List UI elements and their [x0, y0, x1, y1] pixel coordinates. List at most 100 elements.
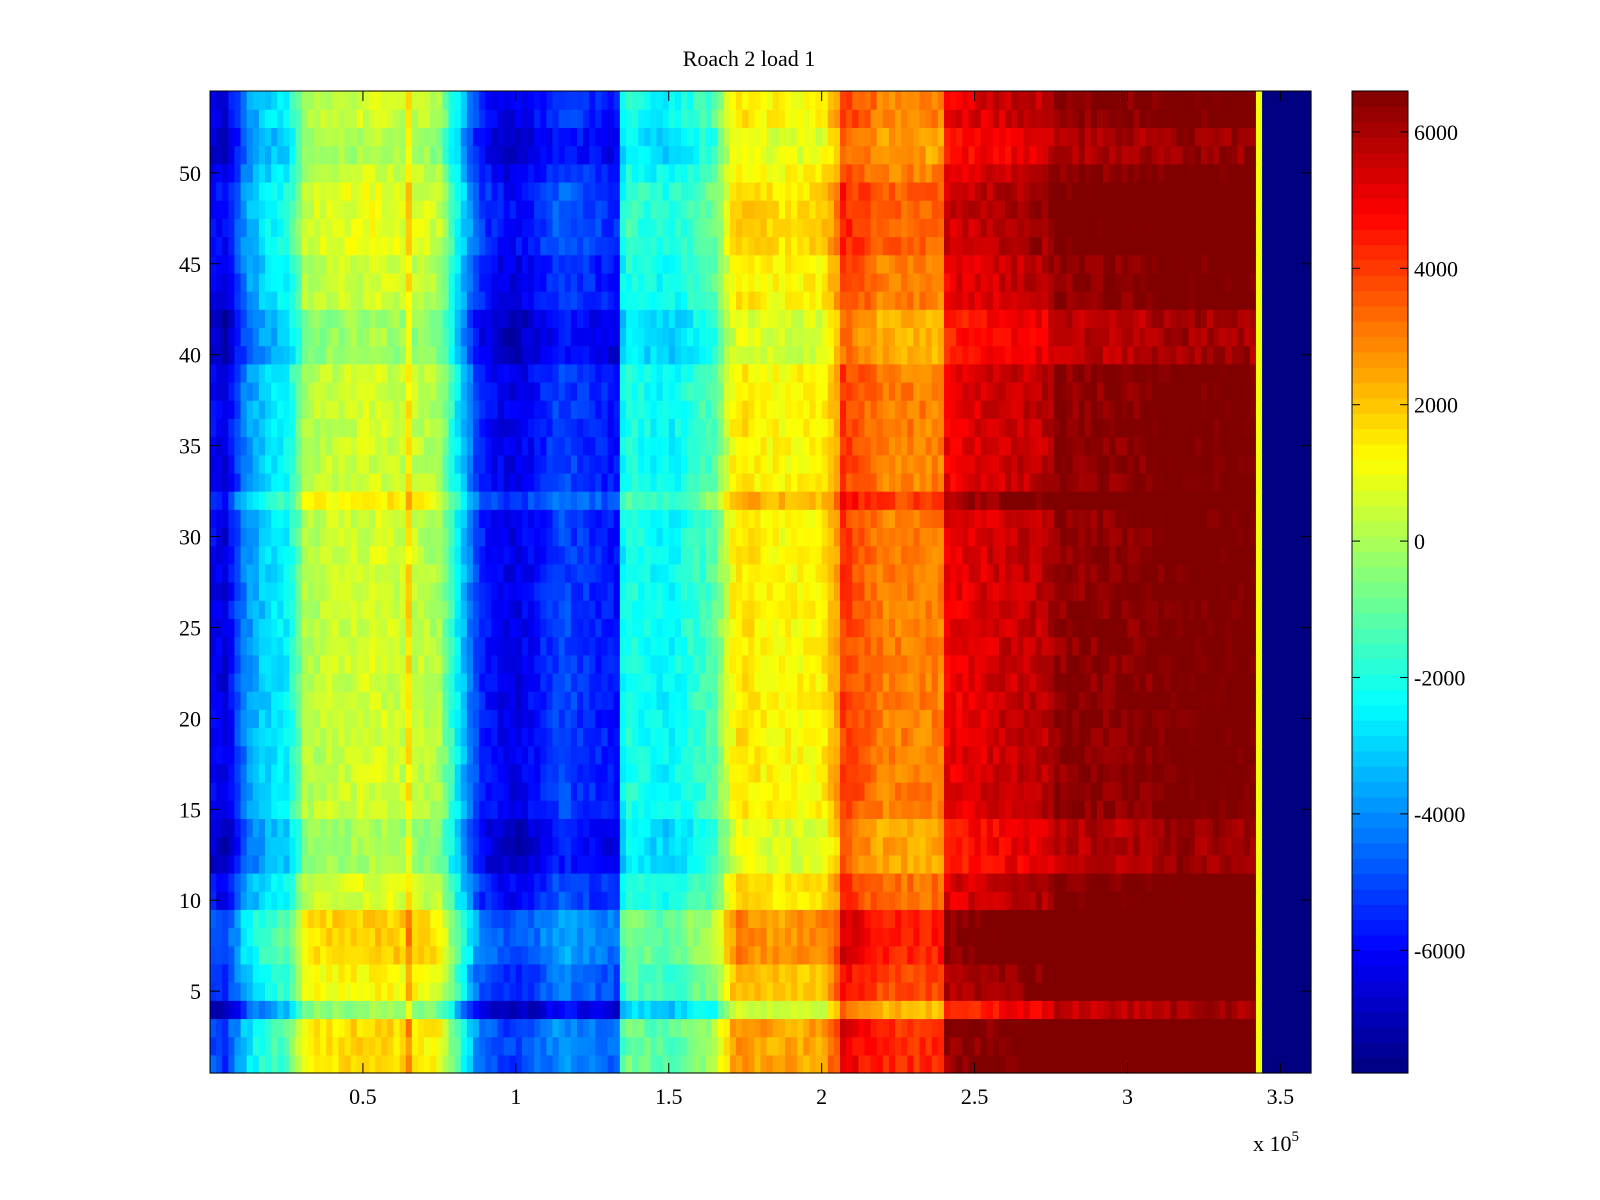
heatmap-cell — [460, 1054, 468, 1074]
heatmap-cell — [1158, 800, 1165, 820]
heatmap-cell — [625, 672, 633, 692]
heatmap-cell — [595, 672, 603, 692]
heatmap-cell — [210, 872, 217, 892]
heatmap-cell — [534, 636, 541, 656]
heatmap-cell — [1060, 963, 1067, 983]
heatmap-cell — [552, 854, 560, 874]
heatmap-cell — [326, 782, 333, 801]
heatmap-cell — [1231, 1018, 1239, 1038]
heatmap-cell — [301, 1054, 309, 1074]
heatmap-cell — [772, 800, 780, 820]
heatmap-cell — [736, 636, 743, 656]
heatmap-cell — [577, 800, 584, 820]
heatmap-cell — [1066, 818, 1074, 838]
heatmap-cell — [1176, 782, 1184, 801]
heatmap-cell — [301, 763, 309, 783]
heatmap-cell — [717, 709, 725, 729]
heatmap-cell — [301, 927, 309, 947]
heatmap-cell — [534, 600, 541, 619]
heatmap-cell — [393, 854, 401, 874]
heatmap-cell — [913, 582, 921, 601]
heatmap-cell — [1262, 836, 1269, 856]
heatmap-cell — [1115, 963, 1122, 983]
heatmap-cell — [1158, 618, 1165, 638]
heatmap-cell — [668, 1018, 676, 1038]
heatmap-cell — [913, 672, 921, 692]
heatmap-cell — [405, 691, 413, 710]
heatmap-cell — [846, 745, 853, 765]
heatmap-cell — [381, 1018, 388, 1038]
heatmap-cell — [258, 854, 266, 874]
heatmap-cell — [1066, 854, 1074, 874]
heatmap-cell — [503, 745, 511, 765]
heatmap-cell — [1029, 818, 1037, 838]
heatmap-cell — [748, 927, 755, 947]
heatmap-cell — [772, 1036, 780, 1056]
heatmap-cell — [485, 600, 492, 619]
heatmap-cell — [888, 854, 896, 874]
heatmap-cell — [1011, 982, 1018, 1001]
heatmap-cell — [1268, 1018, 1275, 1038]
heatmap-cell — [479, 782, 486, 801]
heatmap-cell — [295, 563, 303, 583]
heatmap-cell — [736, 1018, 743, 1038]
heatmap-cell — [252, 763, 260, 783]
heatmap-cell — [362, 745, 370, 765]
heatmap-cell — [1231, 654, 1239, 674]
heatmap-cell — [258, 691, 266, 710]
heatmap-cell — [815, 563, 823, 583]
heatmap-cell — [1047, 1018, 1055, 1038]
heatmap-cell — [870, 600, 878, 619]
heatmap-cell — [931, 927, 939, 947]
heatmap-cell — [1121, 891, 1129, 910]
heatmap-cell — [760, 1000, 768, 1020]
heatmap-cell — [680, 1000, 688, 1020]
heatmap-cell — [852, 654, 859, 674]
heatmap-cell — [430, 909, 437, 929]
heatmap-cell — [974, 945, 982, 965]
heatmap-cell — [307, 836, 315, 856]
heatmap-cell — [436, 945, 444, 965]
heatmap-cell — [283, 782, 291, 801]
heatmap-cell — [515, 618, 523, 638]
heatmap-cell — [809, 1036, 817, 1056]
heatmap-cell — [313, 927, 321, 947]
heatmap-cell — [283, 745, 291, 765]
heatmap-cell — [1280, 672, 1288, 692]
heatmap-cell — [980, 945, 988, 965]
heatmap-cell — [1109, 909, 1116, 929]
heatmap-cell — [1139, 909, 1147, 929]
heatmap-cell — [1060, 945, 1067, 965]
heatmap-cell — [473, 872, 480, 892]
heatmap-cell — [1072, 945, 1080, 965]
heatmap-cell — [607, 800, 615, 820]
heatmap-cell — [607, 854, 615, 874]
heatmap-cell — [821, 909, 829, 929]
heatmap-cell — [515, 945, 523, 965]
heatmap-cell — [601, 709, 609, 729]
heatmap-cell — [944, 727, 951, 747]
heatmap-cell — [381, 563, 388, 583]
heatmap-cell — [815, 654, 823, 674]
heatmap-cell — [491, 563, 499, 583]
heatmap-cell — [534, 945, 541, 965]
heatmap-cell — [570, 836, 578, 856]
heatmap-cell — [1047, 672, 1055, 692]
heatmap-cell — [656, 563, 664, 583]
heatmap-cell — [650, 654, 658, 674]
heatmap-cell — [295, 709, 303, 729]
heatmap-cell — [784, 582, 792, 601]
heatmap-cell — [632, 909, 639, 929]
heatmap-cell — [442, 872, 450, 892]
heatmap-cell — [766, 872, 774, 892]
heatmap-cell — [1133, 854, 1141, 874]
heatmap-cell — [381, 745, 388, 765]
heatmap-cell — [662, 800, 670, 820]
heatmap-cell — [784, 727, 792, 747]
heatmap-cell — [473, 691, 480, 710]
heatmap-cell — [252, 1018, 260, 1038]
heatmap-cell — [1005, 872, 1012, 892]
heatmap-cell — [1151, 927, 1159, 947]
heatmap-cell — [950, 1000, 957, 1020]
heatmap-cell — [277, 800, 284, 820]
